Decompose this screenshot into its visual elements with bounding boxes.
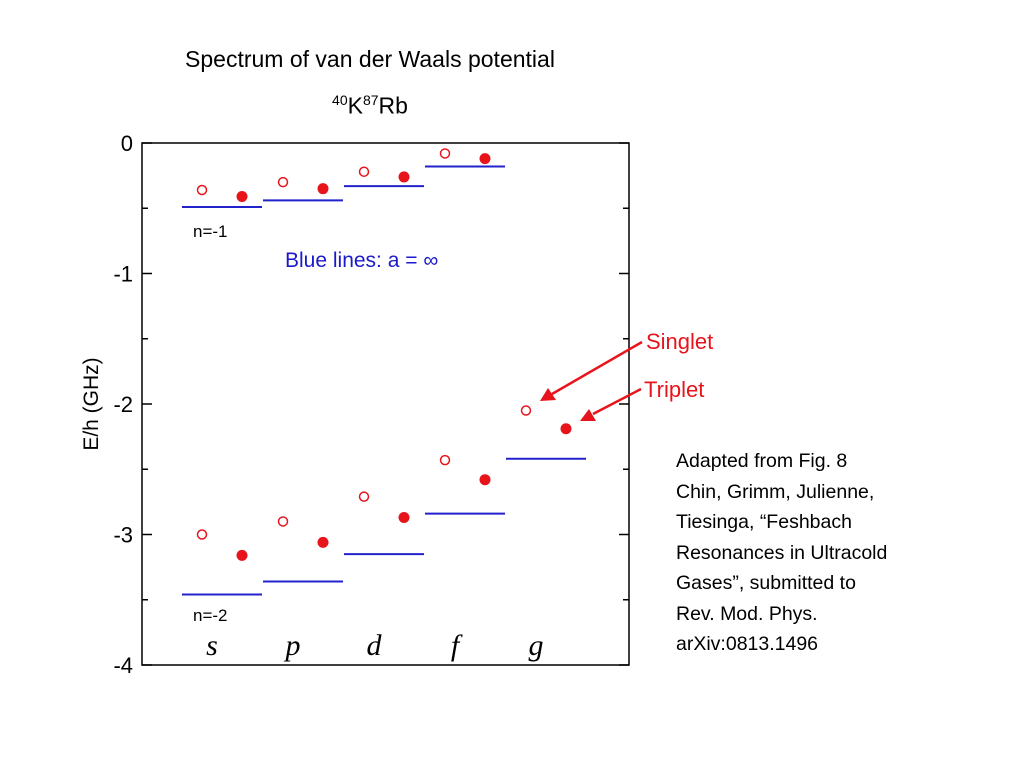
n-minus-2-label: n=-2 (193, 606, 228, 625)
y-tick-label: -2 (113, 392, 133, 417)
a-infinity-levels (182, 165, 586, 596)
singlet-point-f (439, 148, 451, 159)
category-label-s: s (206, 629, 218, 662)
y-tick-label: 0 (121, 131, 133, 156)
citation-line: Rev. Mod. Phys. (676, 602, 818, 625)
triplet-point-p (317, 536, 329, 548)
triplet-points (236, 153, 572, 561)
citation-line: Resonances in Ultracold (676, 541, 888, 564)
triplet-point-p (317, 183, 329, 195)
triplet-point-d (398, 171, 410, 183)
singlet-point-p (277, 176, 289, 188)
triplet-point-s (236, 549, 248, 561)
citation-line: arXiv:0813.1496 (676, 633, 819, 655)
slide-subtitle: 40K87Rb (140, 92, 600, 120)
singlet-point-d (358, 166, 370, 177)
y-axis-ticks (142, 142, 629, 666)
citation-line: Adapted from Fig. 8 (676, 450, 848, 472)
y-tick-label: -3 (113, 523, 133, 548)
triplet-annotation: Triplet (644, 377, 704, 402)
citation-line: Chin, Grimm, Julienne, (676, 480, 875, 503)
slide-title: Spectrum of van der Waals potential (185, 46, 555, 72)
y-tick-label: -1 (113, 262, 133, 287)
singlet-annotation: Singlet (646, 329, 713, 354)
singlet-arrow (540, 340, 643, 401)
citation: Adapted from Fig. 8 Chin, Grimm, Julienne… (676, 446, 996, 660)
triplet-point-f (479, 474, 491, 486)
category-label-f: f (451, 629, 463, 662)
singlet-points (196, 148, 532, 540)
k-symbol: K (347, 92, 363, 119)
singlet-point-f (439, 454, 451, 466)
triplet-point-d (398, 512, 410, 524)
triplet-point-g (560, 423, 572, 435)
triplet-point-s (236, 191, 248, 203)
singlet-point-s (196, 529, 208, 540)
n-minus-1-label: n=-1 (193, 222, 228, 241)
triplet-point-f (479, 153, 491, 165)
rb-mass-number: 87 (362, 92, 379, 108)
citation-line: Gases”, submitted to (676, 572, 856, 594)
y-tick-label: -4 (113, 653, 133, 678)
citation-line: Tiesinga, “Feshbach (676, 511, 852, 533)
triplet-arrow (580, 387, 642, 421)
k-mass-number: 40 (332, 92, 348, 108)
singlet-point-p (277, 516, 289, 527)
y-axis-label: E/h (GHz) (80, 357, 103, 450)
category-label-d: d (367, 629, 383, 662)
singlet-point-g (520, 405, 532, 416)
y-axis-tick-labels: 0 -1 -2 -3 -4 (113, 131, 133, 678)
singlet-point-d (358, 491, 370, 502)
category-label-p: p (284, 629, 301, 662)
blue-lines-annotation: Blue lines: a = ∞ (285, 249, 438, 272)
rb-symbol: Rb (378, 92, 408, 119)
category-label-g: g (529, 629, 544, 662)
singlet-point-s (196, 184, 208, 196)
